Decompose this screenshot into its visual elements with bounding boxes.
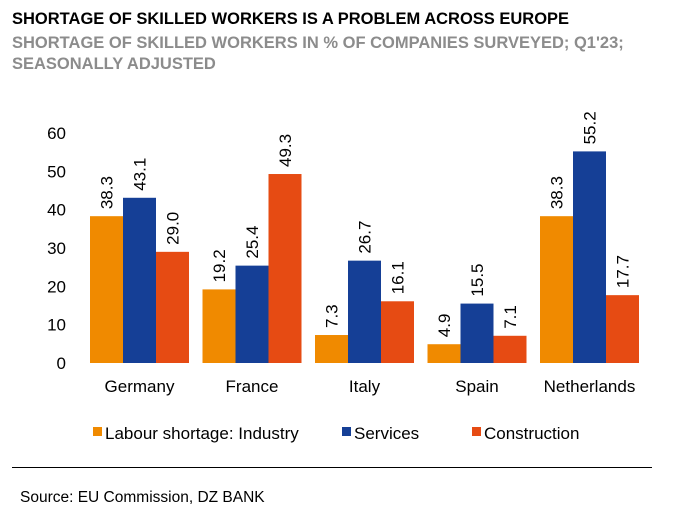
x-tick-label: Spain [455,377,498,396]
bar [381,301,414,363]
bar [427,344,461,363]
y-tick-label: 10 [47,316,66,335]
bar [268,174,302,363]
bar [90,216,123,363]
bar [235,265,269,363]
data-label: 38.3 [548,176,567,209]
bar [606,295,639,363]
bar [573,151,606,363]
data-label: 7.3 [323,304,342,328]
data-label: 55.2 [581,111,600,144]
bar [493,335,527,363]
x-tick-label: Germany [105,377,175,396]
bar [540,216,573,363]
chart-subtitle: SHORTAGE OF SKILLED WORKERS IN % OF COMP… [12,34,624,73]
source-note: Source: EU Commission, DZ BANK [20,489,265,506]
data-label: 19.2 [210,249,229,282]
bar [348,260,381,363]
bar [123,197,156,363]
data-label: 26.7 [356,221,375,254]
data-label: 25.4 [243,226,262,259]
data-label: 4.9 [435,314,454,338]
data-label: 17.7 [614,255,633,288]
chart-title: SHORTAGE OF SKILLED WORKERS IS A PROBLEM… [12,10,570,28]
legend-swatch [342,427,351,436]
data-label: 16.1 [389,261,408,294]
data-label: 38.3 [98,176,117,209]
legend-label: Services [354,424,419,443]
y-tick-label: 40 [47,201,66,220]
legend-swatch [472,427,481,436]
data-label: 49.3 [276,134,295,167]
bar-chart: 0 10 20 30 40 50 60 38.3 43.1 29.0 Germany 19.2 25.4… [47,111,639,443]
legend-label: Labour shortage: Industry [105,424,299,443]
legend-label: Construction [484,424,579,443]
x-tick-label: Netherlands [544,377,636,396]
data-label: 43.1 [131,158,150,191]
divider-line [12,467,652,468]
bar [460,303,494,363]
bar [156,251,189,363]
legend-swatch [93,427,102,436]
y-tick-label: 20 [47,277,66,296]
y-tick-label: 0 [57,354,66,373]
data-label: 15.5 [468,263,487,296]
bar [202,289,236,363]
x-tick-label: Italy [349,377,381,396]
y-tick-label: 60 [47,124,66,143]
data-label: 7.1 [501,305,520,329]
y-tick-label: 50 [47,162,66,181]
data-label: 29.0 [164,212,183,245]
bar [315,335,348,363]
y-tick-label: 30 [47,239,66,258]
x-tick-label: France [226,377,279,396]
